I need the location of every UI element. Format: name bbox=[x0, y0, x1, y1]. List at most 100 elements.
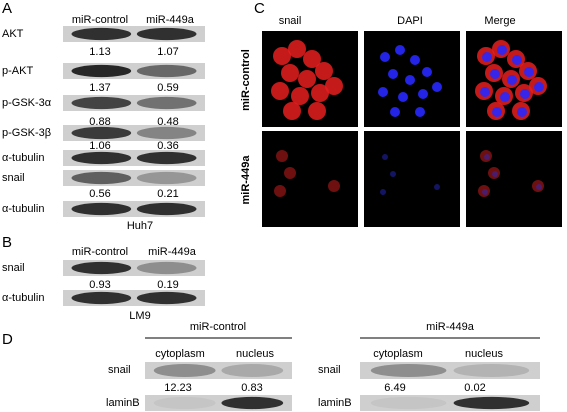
row-label: α-tubulin bbox=[2, 292, 44, 304]
panel-label: B bbox=[2, 234, 12, 251]
nucleus-signal bbox=[480, 87, 490, 97]
nucleus-signal bbox=[432, 82, 442, 92]
nucleus-signal bbox=[534, 82, 544, 92]
nucleus-signal bbox=[382, 154, 388, 160]
blot-band bbox=[370, 364, 447, 377]
blot-band bbox=[71, 202, 132, 216]
column-header: nucleus bbox=[236, 348, 274, 360]
group-title: miR-449a bbox=[426, 321, 475, 333]
blot-band bbox=[136, 202, 197, 216]
nucleus-signal bbox=[536, 184, 542, 190]
column-header: miR-449a bbox=[148, 246, 197, 258]
cell-line: Huh7 bbox=[127, 220, 153, 232]
nucleus-signal bbox=[380, 189, 386, 195]
row-label: miR-449a bbox=[240, 155, 252, 205]
row-label: laminB bbox=[106, 397, 140, 409]
value: 0.21 bbox=[157, 188, 178, 200]
panel-label: D bbox=[2, 331, 13, 348]
nucleus-signal bbox=[405, 75, 415, 85]
micrograph bbox=[364, 131, 460, 227]
column-header: DAPI bbox=[397, 15, 423, 27]
value: 0.36 bbox=[157, 140, 178, 152]
nucleus-signal bbox=[378, 87, 388, 97]
cell-signal bbox=[283, 102, 301, 120]
nucleus-signal bbox=[497, 45, 507, 55]
cell-signal bbox=[288, 40, 306, 58]
cell-line: LM9 bbox=[129, 310, 150, 322]
nucleus-signal bbox=[418, 89, 428, 99]
cell-signal bbox=[281, 64, 299, 82]
value: 1.07 bbox=[157, 46, 178, 58]
row-label: snail bbox=[318, 364, 341, 376]
value: 12.23 bbox=[164, 382, 192, 394]
blot-band bbox=[136, 151, 197, 165]
nucleus-signal bbox=[520, 89, 530, 99]
value: 1.37 bbox=[89, 82, 110, 94]
column-header: miR-control bbox=[72, 14, 128, 26]
nucleus-signal bbox=[390, 171, 396, 177]
blot-band bbox=[71, 64, 132, 78]
blot-band bbox=[71, 126, 132, 140]
value: 0.02 bbox=[464, 382, 485, 394]
value: 0.56 bbox=[89, 188, 110, 200]
row-label: α-tubulin bbox=[2, 203, 44, 215]
panel-label: A bbox=[2, 0, 12, 17]
row-label: snail bbox=[2, 262, 25, 274]
value: 0.48 bbox=[157, 116, 178, 128]
row-label: snail bbox=[108, 364, 131, 376]
nucleus-signal bbox=[492, 107, 502, 117]
value: 1.13 bbox=[89, 46, 110, 58]
value: 0.88 bbox=[89, 116, 110, 128]
value: 0.83 bbox=[241, 382, 262, 394]
blot-band bbox=[136, 261, 197, 275]
blot-band bbox=[71, 96, 132, 110]
nucleus-signal bbox=[512, 55, 522, 65]
nucleus-signal bbox=[482, 189, 488, 195]
nucleus-signal bbox=[524, 67, 534, 77]
cell-signal bbox=[291, 87, 309, 105]
nucleus-signal bbox=[415, 107, 425, 117]
micrograph bbox=[262, 131, 358, 227]
value: 0.19 bbox=[157, 279, 178, 291]
cell-signal bbox=[325, 77, 343, 95]
micrograph bbox=[466, 131, 562, 227]
blot-band bbox=[153, 364, 216, 377]
cell-signal bbox=[315, 62, 333, 80]
blot-band bbox=[71, 261, 132, 275]
cell-signal bbox=[274, 185, 286, 197]
cell-signal bbox=[303, 50, 321, 68]
nucleus-signal bbox=[507, 75, 517, 85]
cell-signal bbox=[328, 180, 340, 192]
column-header: miR-449a bbox=[146, 14, 195, 26]
nucleus-signal bbox=[398, 92, 408, 102]
blot-band bbox=[136, 291, 197, 305]
row-label: snail bbox=[2, 172, 25, 184]
column-header: miR-control bbox=[72, 246, 128, 258]
blot-band bbox=[71, 291, 132, 305]
cell-signal bbox=[308, 102, 326, 120]
nucleus-signal bbox=[517, 107, 527, 117]
nucleus-signal bbox=[492, 171, 498, 177]
cell-signal bbox=[273, 47, 291, 65]
blot-band bbox=[136, 96, 197, 110]
value: 6.49 bbox=[384, 382, 405, 394]
cell-signal bbox=[276, 150, 288, 162]
nucleus-signal bbox=[380, 52, 390, 62]
cell-signal bbox=[271, 82, 289, 100]
value: 0.93 bbox=[89, 279, 110, 291]
row-label: AKT bbox=[2, 28, 24, 40]
nucleus-signal bbox=[484, 154, 490, 160]
panel-label: C bbox=[254, 0, 265, 17]
row-label: miR-control bbox=[240, 49, 252, 111]
row-label: p-AKT bbox=[2, 65, 33, 77]
nucleus-signal bbox=[500, 92, 510, 102]
blot-band bbox=[221, 396, 284, 410]
cell-signal bbox=[298, 70, 316, 88]
blot-band bbox=[71, 171, 132, 185]
nucleus-signal bbox=[388, 69, 398, 79]
row-label: laminB bbox=[318, 397, 352, 409]
nucleus-signal bbox=[490, 69, 500, 79]
blot-band bbox=[370, 396, 447, 410]
column-header: cytoplasm bbox=[155, 348, 205, 360]
